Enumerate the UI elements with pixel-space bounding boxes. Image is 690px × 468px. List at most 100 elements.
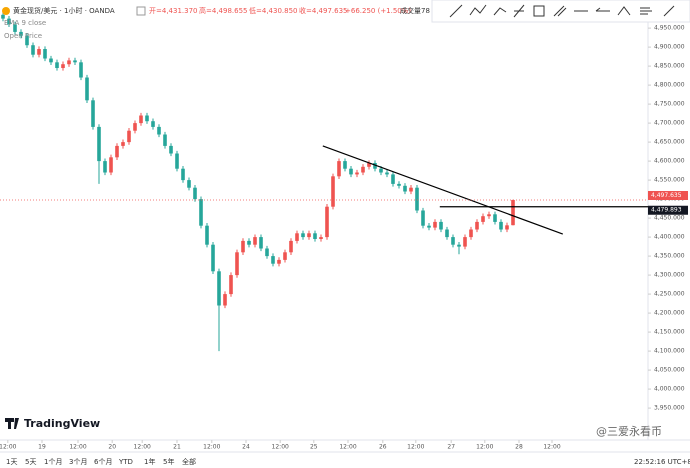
x-tick-label: 20 [108,444,116,451]
candle-body [397,183,401,186]
range-button[interactable]: 1个月 [44,458,62,466]
x-tick-label: 25 [310,444,318,451]
candle-body [145,115,149,122]
candle-body [175,153,179,169]
candle-body [415,187,419,211]
candle-body [445,229,449,238]
x-tick-label: 19 [38,444,46,451]
candle-body [283,252,287,260]
tool-channel[interactable] [553,5,567,17]
candle-body [25,35,29,46]
candle-body [19,31,23,36]
candle-body [211,244,215,272]
y-tick-label: 4,750.000 [654,101,685,108]
candle-body [157,126,161,135]
candle-body [427,225,431,228]
change-value: +66.250 (+1.50%) [345,7,411,15]
candle-body [307,233,311,238]
candle-body [475,221,479,230]
y-tick-label: 4,000.000 [654,386,685,393]
indicator-ema[interactable]: EMA 9 close [4,19,46,27]
candle-body [343,161,347,169]
y-tick-label: 4,550.000 [654,177,685,184]
candle-body [493,214,497,222]
candle-body [277,259,281,264]
tool-fib[interactable] [617,6,631,16]
candle-body [235,252,239,276]
y-tick-label: 4,850.000 [654,63,685,70]
x-tick-label: 27 [447,444,455,451]
y-tick-label: 4,900.000 [654,44,685,51]
candle-body [289,240,293,253]
candle-body [187,180,191,188]
range-button[interactable]: 5年 [163,457,174,466]
candle-body [139,115,143,124]
open-price-label: 4,479.893 [651,207,682,214]
y-tick-label: 4,450.000 [654,215,685,222]
candle-body [511,200,515,226]
symbol-checkbox[interactable] [136,6,146,16]
low-value: 低=4,430.850 [249,6,298,15]
candle-body [7,18,11,25]
candle-body [385,172,389,175]
candle-body [127,130,131,143]
volume-value: 成交量78 [400,6,430,15]
tool-rect[interactable] [533,5,545,17]
y-tick-label: 4,100.000 [654,348,685,355]
clock: 22:52:16 UTC+8 [634,458,690,466]
range-button[interactable]: 全部 [182,457,196,466]
candle-body [349,168,353,175]
candle-body [505,225,509,230]
high-value: 高=4,498.655 [199,6,248,15]
tool-trendline[interactable] [449,4,463,18]
tool-ray[interactable] [513,4,525,18]
candle-body [91,100,95,127]
candle-body [331,176,335,207]
candle-body [1,14,5,19]
candle-body [73,60,77,63]
range-button[interactable]: 1年 [144,457,155,466]
indicator-open-price[interactable]: Open Price [4,32,42,40]
candle-body [319,237,323,239]
watermark: @三爱永看币 [596,424,662,438]
x-tick-label: 12:00 [407,444,424,451]
candle-body [325,206,329,238]
y-tick-label: 4,150.000 [654,329,685,336]
candle-body [271,256,275,264]
candle-body [403,185,407,192]
range-button[interactable]: 3个月 [69,458,87,466]
candle-body [229,275,233,295]
range-button[interactable]: 1天 [6,458,17,466]
y-tick-label: 4,700.000 [654,120,685,127]
footer: 22:52:16 UTC+8 1天 5天 1个月 3个月 6个月 YTD 1年 5年 全部 [6,457,690,466]
last-price-box [648,191,688,201]
tool-arrow[interactable] [595,7,610,12]
candle-body [313,233,317,239]
candle-body [499,221,503,230]
tool-pattern[interactable] [493,7,507,16]
y-tick-label: 4,650.000 [654,139,685,146]
candle-body [79,62,83,78]
candle-body [379,168,383,173]
candle-body [109,157,113,173]
trendline [322,145,564,235]
open-value: 开=4,431.370 [149,7,198,15]
tool-measure[interactable] [663,5,675,17]
candle-body [439,221,443,230]
brand-name: TradingView [24,417,100,430]
candle-body [49,58,53,63]
x-tick-label: 12:00 [476,444,493,451]
range-button[interactable]: 5天 [25,458,36,466]
range-button[interactable]: 6个月 [94,458,112,466]
candle-body [391,174,395,184]
candle-body [199,199,203,226]
y-tick-label: 4,400.000 [654,234,685,241]
symbol: 黄金现货/美元 · 1小时 · OANDA [13,6,115,15]
x-tick-label: 12:00 [134,444,151,451]
candle-body [13,24,17,32]
tool-path[interactable] [469,4,487,16]
range-button[interactable]: YTD [118,458,133,466]
tool-text[interactable] [640,7,652,15]
y-tick-label: 4,300.000 [654,272,685,279]
candle-body [31,45,35,55]
